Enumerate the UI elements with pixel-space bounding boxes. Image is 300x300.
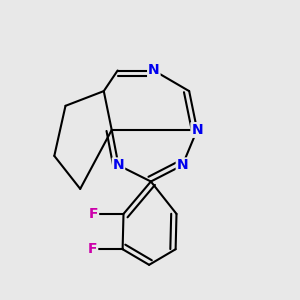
Text: F: F xyxy=(88,242,97,256)
Text: N: N xyxy=(177,158,188,172)
Text: N: N xyxy=(113,158,124,172)
Text: F: F xyxy=(89,207,98,221)
Text: N: N xyxy=(148,64,160,77)
Text: N: N xyxy=(191,123,203,137)
